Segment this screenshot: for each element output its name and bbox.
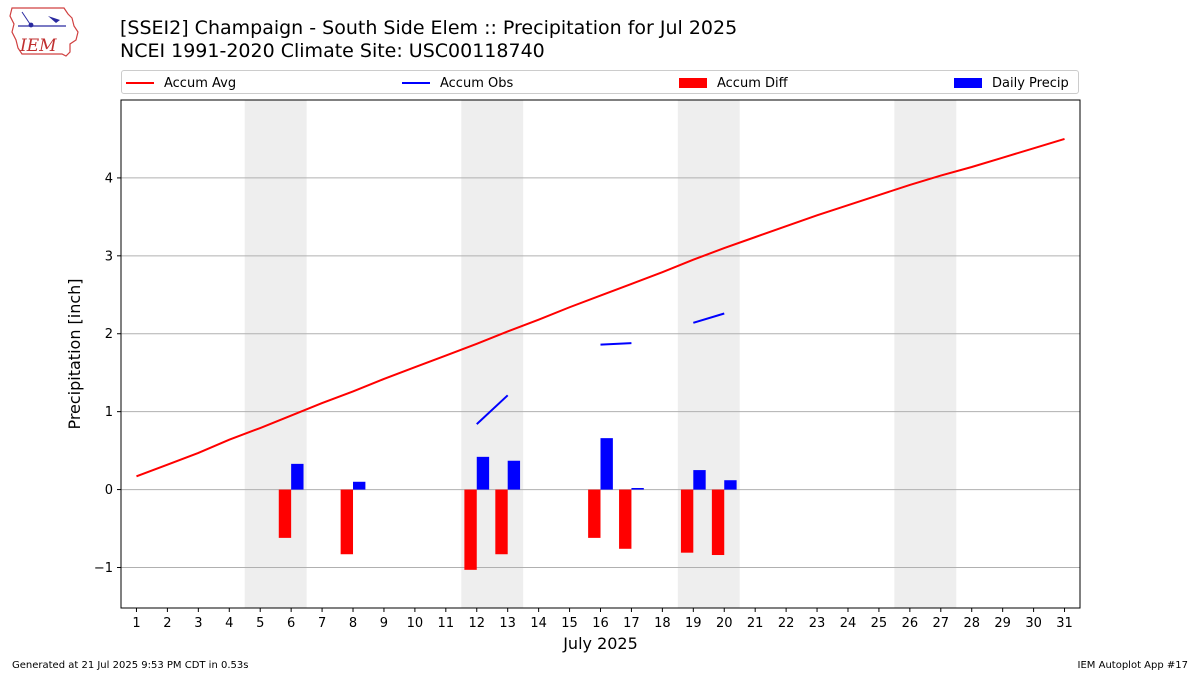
legend-swatch-accum-diff xyxy=(679,78,707,88)
daily-precip-bar xyxy=(724,480,737,490)
accum-diff-bar xyxy=(278,489,292,538)
accum-diff-bar xyxy=(619,489,632,549)
accum-diff-bar xyxy=(680,489,694,553)
x-tick-label: 29 xyxy=(994,616,1011,631)
legend-item-accum-obs: Accum Obs xyxy=(402,71,513,95)
x-tick-label: 14 xyxy=(530,616,547,631)
x-tick-label: 19 xyxy=(685,616,702,631)
chart-subtitle: NCEI 1991-2020 Climate Site: USC00118740 xyxy=(120,40,545,62)
x-tick-label: 9 xyxy=(380,616,388,631)
x-tick-label: 11 xyxy=(438,616,455,631)
accum-diff-bar xyxy=(588,489,601,538)
x-tick-label: 25 xyxy=(871,616,888,631)
legend-swatch-accum-avg xyxy=(126,82,154,84)
accum-diff-bar xyxy=(340,489,354,555)
x-tick-label: 28 xyxy=(963,616,980,631)
x-tick-label: 22 xyxy=(778,616,795,631)
daily-precip-bar xyxy=(291,463,304,490)
x-axis-label: July 2025 xyxy=(562,634,638,653)
x-tick-label: 18 xyxy=(654,616,671,631)
accum-obs-segment xyxy=(693,312,725,324)
accum-avg-line xyxy=(136,137,1065,478)
daily-precip-bar xyxy=(693,470,706,490)
legend-label-daily-precip: Daily Precip xyxy=(992,75,1069,91)
x-tick-label: 7 xyxy=(318,616,326,631)
y-axis-label: Precipitation [inch] xyxy=(65,278,84,429)
accum-diff-bar xyxy=(464,489,477,570)
accum-obs-segment xyxy=(476,394,509,425)
legend-item-daily-precip: Daily Precip xyxy=(954,71,1069,95)
accum-diff-bar xyxy=(495,489,508,555)
x-tick-label: 30 xyxy=(1025,616,1042,631)
x-tick-label: 10 xyxy=(407,616,424,631)
x-tick-label: 5 xyxy=(256,616,264,631)
x-tick-label: 12 xyxy=(468,616,485,631)
x-tick-label: 16 xyxy=(592,616,609,631)
daily-precip-bar xyxy=(507,460,521,490)
y-tick-label: 0 xyxy=(105,483,113,498)
x-tick-label: 15 xyxy=(561,616,578,631)
x-tick-label: 2 xyxy=(163,616,171,631)
x-tick-label: 23 xyxy=(809,616,826,631)
x-tick-label: 24 xyxy=(840,616,857,631)
x-tick-label: 13 xyxy=(499,616,516,631)
daily-precip-bar xyxy=(353,481,366,490)
y-tick-label: 4 xyxy=(105,171,113,186)
y-tick-label: −1 xyxy=(94,561,113,576)
legend-item-accum-avg: Accum Avg xyxy=(126,71,236,95)
y-tick-label: 3 xyxy=(105,249,113,264)
weekend-shade-1 xyxy=(244,100,307,608)
x-tick-label: 26 xyxy=(902,616,919,631)
app-note: IEM Autoplot App #17 xyxy=(1077,660,1188,671)
x-tick-label: 8 xyxy=(349,616,357,631)
chart-title: [SSEI2] Champaign - South Side Elem :: P… xyxy=(120,17,738,39)
x-tick-label: 31 xyxy=(1056,616,1073,631)
legend-swatch-daily-precip xyxy=(954,78,982,88)
legend-label-accum-diff: Accum Diff xyxy=(717,75,788,91)
weekend-shade-4 xyxy=(894,100,957,608)
accum-diff-bar xyxy=(711,489,725,556)
legend-label-accum-obs: Accum Obs xyxy=(440,75,514,91)
x-tick-label: 3 xyxy=(194,616,202,631)
x-tick-label: 17 xyxy=(623,616,640,631)
x-tick-label: 27 xyxy=(933,616,950,631)
x-tick-label: 4 xyxy=(225,616,233,631)
x-tick-label: 1 xyxy=(132,616,140,631)
iem-logo-text: IEM xyxy=(19,36,57,56)
daily-precip-bar xyxy=(476,456,490,490)
x-tick-label: 6 xyxy=(287,616,295,631)
iem-logo: IEM xyxy=(9,7,79,57)
chart-legend: Accum Avg Accum Obs Accum Diff Daily Pre… xyxy=(121,70,1079,94)
generated-note: Generated at 21 Jul 2025 9:53 PM CDT in … xyxy=(12,660,249,671)
x-tick-label: 20 xyxy=(716,616,733,631)
legend-label-accum-avg: Accum Avg xyxy=(164,75,237,91)
daily-precip-bar xyxy=(631,488,644,490)
y-tick-label: 2 xyxy=(105,327,113,342)
x-tick-label: 21 xyxy=(747,616,764,631)
legend-item-accum-diff: Accum Diff xyxy=(679,71,788,95)
legend-swatch-accum-obs xyxy=(402,82,430,84)
y-tick-label: 1 xyxy=(105,405,113,420)
plot-frame xyxy=(120,99,1081,609)
daily-precip-bar xyxy=(600,438,613,490)
accum-obs-segment xyxy=(600,342,632,346)
